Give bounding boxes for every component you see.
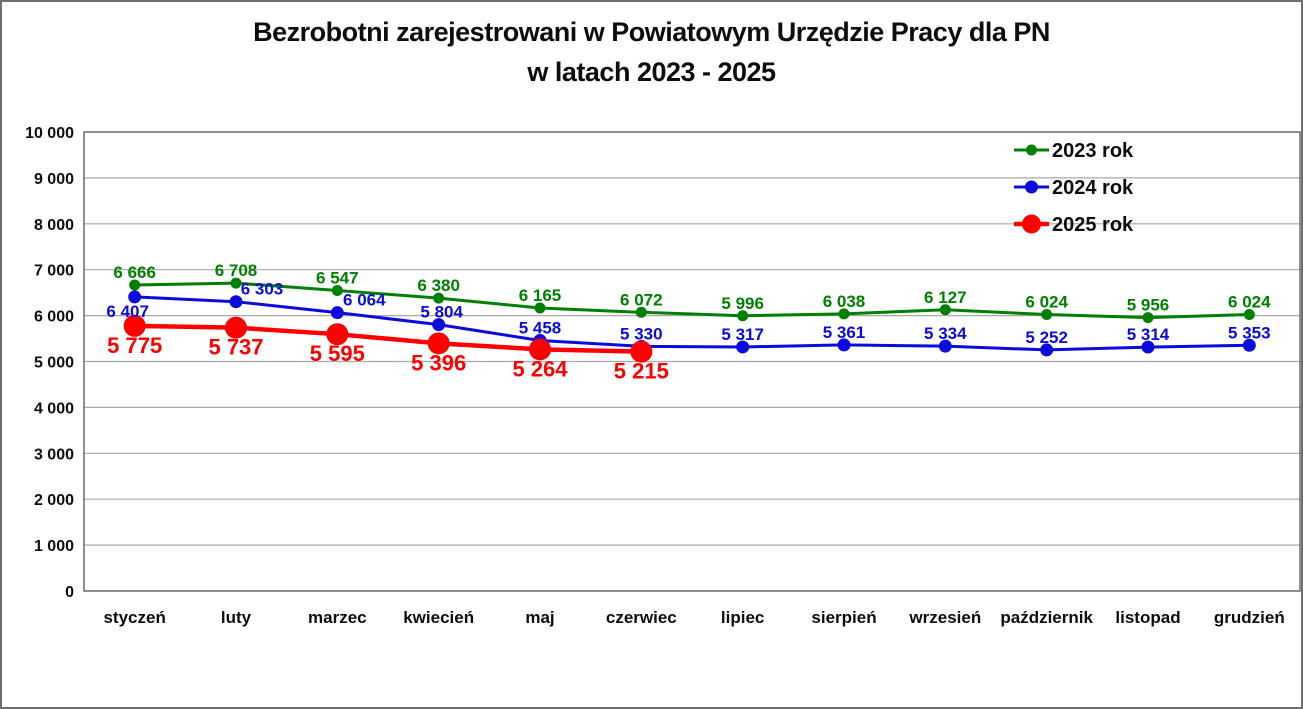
x-axis-month-label: sierpień xyxy=(811,608,876,627)
data-label: 6 165 xyxy=(519,286,562,305)
x-axis-month-label: kwiecień xyxy=(403,608,474,627)
x-axis-month-label: grudzień xyxy=(1214,608,1285,627)
y-axis-tick-label: 0 xyxy=(65,584,74,601)
data-label: 5 804 xyxy=(420,303,463,322)
data-point-marker xyxy=(123,314,146,337)
x-axis-month-label: czerwiec xyxy=(606,608,677,627)
data-label: 5 334 xyxy=(924,324,967,343)
data-point-marker xyxy=(326,323,349,346)
data-point-marker xyxy=(635,306,647,318)
plot-border xyxy=(83,131,1301,592)
data-point-marker xyxy=(1142,312,1154,324)
series-line-2024-rok xyxy=(133,295,1251,352)
data-label: 6 407 xyxy=(106,302,149,321)
legend-marker xyxy=(1026,144,1037,156)
series-line-2025-rok xyxy=(132,323,644,354)
data-point-marker xyxy=(1243,308,1255,320)
data-point-marker xyxy=(129,279,141,291)
data-point-marker xyxy=(838,308,850,320)
data-label: 5 595 xyxy=(310,341,365,366)
data-point-marker xyxy=(229,295,243,309)
data-label: 6 547 xyxy=(316,268,359,287)
data-point-marker xyxy=(534,302,546,314)
y-axis-tick-label: 4 000 xyxy=(34,400,74,417)
data-label: 6 064 xyxy=(343,291,386,310)
data-label: 5 396 xyxy=(411,350,466,375)
y-axis-tick-label: 5 000 xyxy=(34,355,74,372)
data-label: 5 317 xyxy=(721,325,764,344)
data-label: 5 314 xyxy=(1127,325,1170,344)
y-axis-tick-label: 3 000 xyxy=(34,446,74,463)
legend-marker xyxy=(1022,214,1041,234)
legend-label: 2025 rok xyxy=(1052,214,1134,236)
data-label: 6 024 xyxy=(1025,292,1068,311)
data-point-marker xyxy=(939,304,951,316)
data-point-marker xyxy=(630,340,653,363)
data-point-marker xyxy=(736,340,750,354)
data-point-marker xyxy=(1040,343,1054,357)
legend-entry: 2025 rok xyxy=(1014,214,1134,236)
data-point-marker xyxy=(432,318,446,332)
chart-title-line2: w latach 2023 - 2025 xyxy=(527,57,776,87)
data-label: 5 996 xyxy=(721,294,764,313)
y-axis-tick-label: 2 000 xyxy=(34,492,74,509)
legend-marker xyxy=(1025,180,1038,194)
data-label: 6 038 xyxy=(823,292,866,311)
data-point-marker xyxy=(529,338,551,361)
data-point-marker xyxy=(1141,340,1155,354)
data-label: 5 775 xyxy=(107,333,162,358)
data-point-marker xyxy=(128,290,142,304)
y-axis-tick-label: 10 000 xyxy=(25,125,74,142)
data-point-marker xyxy=(1041,308,1053,320)
x-axis-month-label: listopad xyxy=(1115,608,1180,627)
data-point-marker xyxy=(427,332,450,355)
legend-label: 2023 rok xyxy=(1052,140,1134,162)
data-label: 5 361 xyxy=(823,323,866,342)
data-label: 6 380 xyxy=(417,276,460,295)
x-axis-month-label: marzec xyxy=(308,608,367,627)
chart-title-line1: Bezrobotni zarejestrowani w Powiatowym U… xyxy=(253,17,1050,47)
data-point-marker xyxy=(837,338,851,352)
data-point-marker xyxy=(737,310,749,322)
data-label: 5 330 xyxy=(620,324,663,343)
data-label: 6 127 xyxy=(924,288,967,307)
x-axis-month-label: luty xyxy=(221,608,252,627)
data-label: 5 353 xyxy=(1228,323,1271,342)
data-point-marker xyxy=(938,339,952,353)
data-label: 6 024 xyxy=(1228,292,1271,311)
data-point-marker xyxy=(225,316,247,339)
x-axis-month-label: lipiec xyxy=(721,608,764,627)
data-point-marker xyxy=(330,306,344,320)
data-point-marker xyxy=(331,284,343,296)
data-label: 6 072 xyxy=(620,290,663,309)
data-label: 5 252 xyxy=(1025,328,1068,347)
x-axis-month-label: wrzesień xyxy=(908,608,981,627)
y-axis-tick-label: 9 000 xyxy=(34,171,74,188)
legend-entry: 2023 rok xyxy=(1014,140,1134,162)
data-label: 5 264 xyxy=(512,356,568,381)
x-axis-month-label: październik xyxy=(1000,608,1093,627)
x-axis-month-label: styczeń xyxy=(103,608,165,627)
data-point-marker xyxy=(1242,338,1256,352)
series-line-2023-rok xyxy=(133,281,1251,320)
chart-title: Bezrobotni zarejestrowani w Powiatowym U… xyxy=(2,12,1301,92)
data-label: 5 458 xyxy=(519,318,562,337)
data-label: 6 708 xyxy=(215,261,258,280)
data-label: 5 215 xyxy=(614,359,669,384)
data-point-marker xyxy=(433,292,445,304)
data-label: 6 303 xyxy=(241,280,284,299)
legend-entry: 2024 rok xyxy=(1014,177,1134,199)
y-axis-tick-label: 6 000 xyxy=(34,309,74,326)
x-axis-month-label: maj xyxy=(525,608,554,627)
data-label: 5 737 xyxy=(208,335,263,360)
data-label: 6 666 xyxy=(113,263,156,282)
y-axis-tick-label: 1 000 xyxy=(34,538,74,555)
data-point-marker xyxy=(230,277,242,289)
y-axis-tick-label: 7 000 xyxy=(34,263,74,280)
legend-label: 2024 rok xyxy=(1052,177,1134,199)
y-axis-tick-label: 8 000 xyxy=(34,217,74,234)
data-label: 5 956 xyxy=(1127,296,1170,315)
